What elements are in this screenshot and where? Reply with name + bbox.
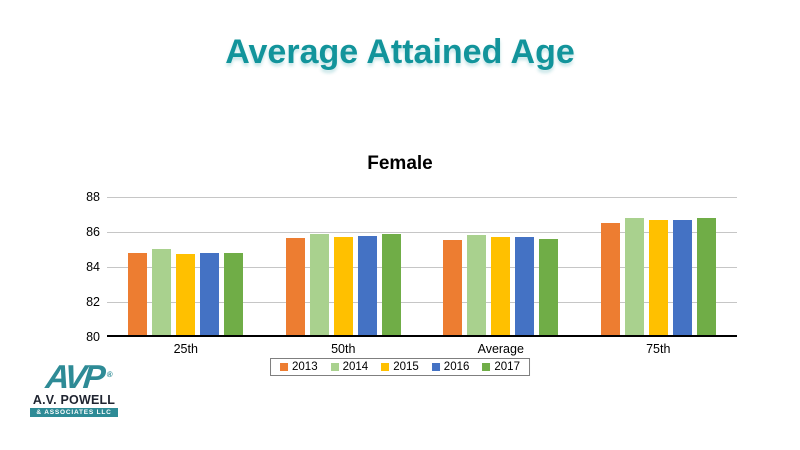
legend-item-2017: 2017 [482, 361, 520, 373]
legend-item-2014: 2014 [330, 361, 369, 373]
bar-2017-average [539, 238, 559, 335]
y-tick-88: 88 [86, 190, 100, 204]
chart-legend: 2013 2014 2015 2016 2017 [270, 358, 530, 376]
company-logo: AVP ® A.V. POWELL & ASSOCIATES LLC [30, 358, 118, 417]
logo-company-name: A.V. POWELL [32, 393, 116, 407]
legend-label-2014: 2014 [342, 361, 369, 373]
y-tick-80: 80 [86, 330, 100, 344]
legend-label-2015: 2015 [393, 361, 419, 373]
bar-2015-50th [333, 237, 353, 335]
legend-item-2016: 2016 [431, 361, 470, 373]
x-tick-75th: 75th [646, 342, 671, 356]
gridline-82 [107, 302, 737, 303]
bar-2017-25th [224, 252, 244, 335]
bar-group-75th [580, 197, 738, 335]
legend-swatch-2017 [482, 363, 491, 371]
bar-2014-25th [152, 249, 172, 335]
bar-group-50th [265, 197, 423, 335]
plot-area [107, 197, 737, 337]
bar-2013-25th [128, 252, 148, 335]
legend-item-2015: 2015 [381, 361, 419, 373]
bar-2015-average [491, 237, 511, 335]
logo-company-suffix: & ASSOCIATES LLC [30, 408, 118, 417]
legend-label-2016: 2016 [443, 361, 470, 373]
bar-group-average [422, 197, 580, 335]
bar-2015-75th [648, 220, 668, 335]
legend-swatch-2013 [280, 363, 289, 371]
legend-label-2013: 2013 [292, 361, 318, 373]
legend-swatch-2016 [431, 363, 440, 371]
bar-2014-average [467, 235, 487, 335]
bar-2014-75th [624, 217, 644, 335]
legend-label-2017: 2017 [494, 361, 520, 373]
y-tick-84: 84 [86, 260, 100, 274]
bar-2016-50th [357, 236, 377, 335]
x-tick-50th: 50th [331, 342, 356, 356]
y-tick-86: 86 [86, 225, 100, 239]
x-tick-average: Average [477, 342, 524, 356]
bar-2013-50th [285, 237, 305, 335]
chart-title: Female [367, 153, 433, 174]
x-axis-labels: 25th 50th Average 75th [107, 342, 737, 356]
legend-item-2013: 2013 [280, 361, 318, 373]
gridline-86 [107, 232, 737, 233]
bar-2013-average [443, 239, 463, 335]
legend-swatch-2014 [330, 363, 339, 371]
registered-trademark-icon: ® [106, 370, 113, 379]
bar-2016-75th [672, 219, 692, 335]
gridline-84 [107, 267, 737, 268]
bar-2016-average [515, 237, 535, 335]
y-tick-82: 82 [86, 295, 100, 309]
slide-title: Average Attained Age [225, 33, 575, 71]
gridline-88 [107, 197, 737, 198]
bar-group-25th [107, 197, 265, 335]
bar-2017-75th [696, 217, 716, 335]
logo-avp-text: AVP [43, 358, 105, 395]
logo-avp-mark: AVP ® [43, 358, 113, 395]
bar-2015-25th [176, 253, 196, 335]
bar-groups [107, 197, 737, 335]
bar-2013-75th [600, 223, 620, 335]
bar-2017-50th [381, 234, 401, 335]
bar-2014-50th [309, 234, 329, 335]
x-tick-25th: 25th [173, 342, 198, 356]
legend-swatch-2015 [381, 363, 390, 371]
bar-2016-25th [200, 252, 220, 335]
